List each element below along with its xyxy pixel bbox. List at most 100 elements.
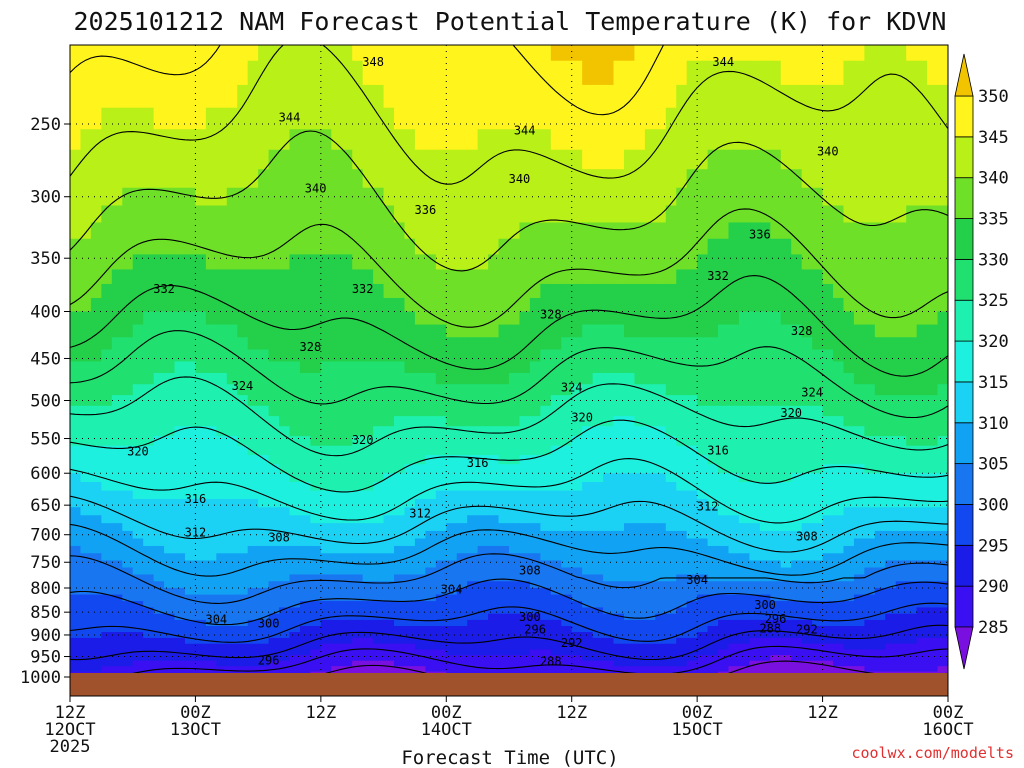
fill-cell [467, 473, 479, 483]
fill-cell [603, 311, 615, 326]
fill-cell [665, 660, 677, 667]
fill-cell [394, 643, 406, 651]
fill-cell [320, 222, 332, 240]
fill-cell [488, 613, 500, 621]
fill-cell [707, 283, 719, 299]
fill-cell [916, 473, 928, 483]
fill-cell [916, 482, 928, 492]
fill-cell [864, 632, 876, 639]
fill-cell [383, 222, 395, 240]
fill-cell [843, 473, 855, 483]
fill-cell [456, 567, 468, 576]
fill-cell [519, 643, 531, 651]
fill-cell [414, 254, 426, 271]
fill-cell [446, 530, 458, 540]
fill-cell [404, 530, 416, 540]
fill-cell [80, 169, 92, 189]
fill-cell [791, 649, 803, 656]
fill-cell [205, 222, 217, 240]
fill-cell [550, 149, 562, 170]
fill-cell [132, 269, 144, 285]
fill-cell [383, 523, 395, 532]
fill-cell [80, 324, 92, 338]
fill-cell [916, 297, 928, 313]
fill-cell [320, 297, 332, 313]
fill-cell [529, 490, 541, 500]
fill-cell [258, 426, 270, 437]
fill-cell [770, 445, 782, 456]
fill-cell [634, 626, 646, 633]
fill-cell [655, 581, 667, 589]
fill-cell [780, 311, 792, 326]
fill-cell [874, 283, 886, 299]
fill-cell [843, 490, 855, 500]
fill-cell [226, 490, 238, 500]
fill-cell [728, 643, 740, 651]
fill-cell [895, 515, 907, 524]
fill-cell [686, 372, 698, 385]
fill-cell [268, 538, 280, 547]
fill-cell [195, 607, 207, 615]
fill-cell [613, 238, 625, 256]
fill-cell [383, 607, 395, 615]
fill-cell [780, 405, 792, 417]
fill-cell [634, 129, 646, 151]
fill-cell [540, 613, 552, 621]
fill-cell [132, 581, 144, 589]
fill-cell [707, 507, 719, 516]
fill-cell [843, 538, 855, 547]
fill-cell [738, 482, 750, 492]
fill-cell [603, 655, 615, 662]
fill-cell [885, 581, 897, 589]
fill-cell [299, 84, 311, 109]
fill-cell [488, 643, 500, 651]
fill-cell [289, 324, 301, 338]
fill-cell [874, 238, 886, 256]
fill-cell [801, 567, 813, 576]
fill-cell [707, 169, 719, 189]
fill-cell [352, 45, 364, 62]
fill-cell [310, 416, 322, 427]
fill-cell [467, 464, 479, 474]
fill-cell [812, 666, 824, 673]
fill-cell [216, 405, 228, 417]
fill-cell [247, 416, 259, 427]
fill-cell [509, 613, 521, 621]
fill-cell [644, 405, 656, 417]
fill-cell [446, 660, 458, 667]
fill-cell [352, 655, 364, 662]
fill-cell [655, 482, 667, 492]
fill-cell [80, 337, 92, 351]
fill-cell [394, 205, 406, 224]
fill-cell [373, 395, 385, 407]
fill-cell [289, 337, 301, 351]
fill-cell [90, 613, 102, 621]
fill-cell [801, 473, 813, 483]
fill-cell [373, 45, 385, 62]
fill-cell [707, 405, 719, 417]
fill-cell [362, 84, 374, 109]
fill-cell [853, 464, 865, 474]
fill-cell [153, 426, 165, 437]
fill-cell [529, 129, 541, 151]
fill-cell [864, 311, 876, 326]
fill-cell [655, 269, 667, 285]
fill-cell [906, 666, 918, 673]
fill-cell [195, 581, 207, 589]
fill-cell [718, 587, 730, 596]
fill-cell [885, 594, 897, 602]
fill-cell [707, 187, 719, 207]
fill-cell [237, 384, 249, 396]
fill-cell [582, 384, 594, 396]
fill-cell [195, 523, 207, 532]
fill-cell [603, 107, 615, 130]
fill-cell [770, 666, 782, 673]
fill-cell [644, 60, 656, 86]
fill-cell [90, 297, 102, 313]
fill-cell [874, 507, 886, 516]
fill-cell [916, 498, 928, 508]
fill-cell [874, 416, 886, 427]
fill-cell [320, 619, 332, 627]
fill-cell [529, 205, 541, 224]
fill-cell [864, 384, 876, 396]
